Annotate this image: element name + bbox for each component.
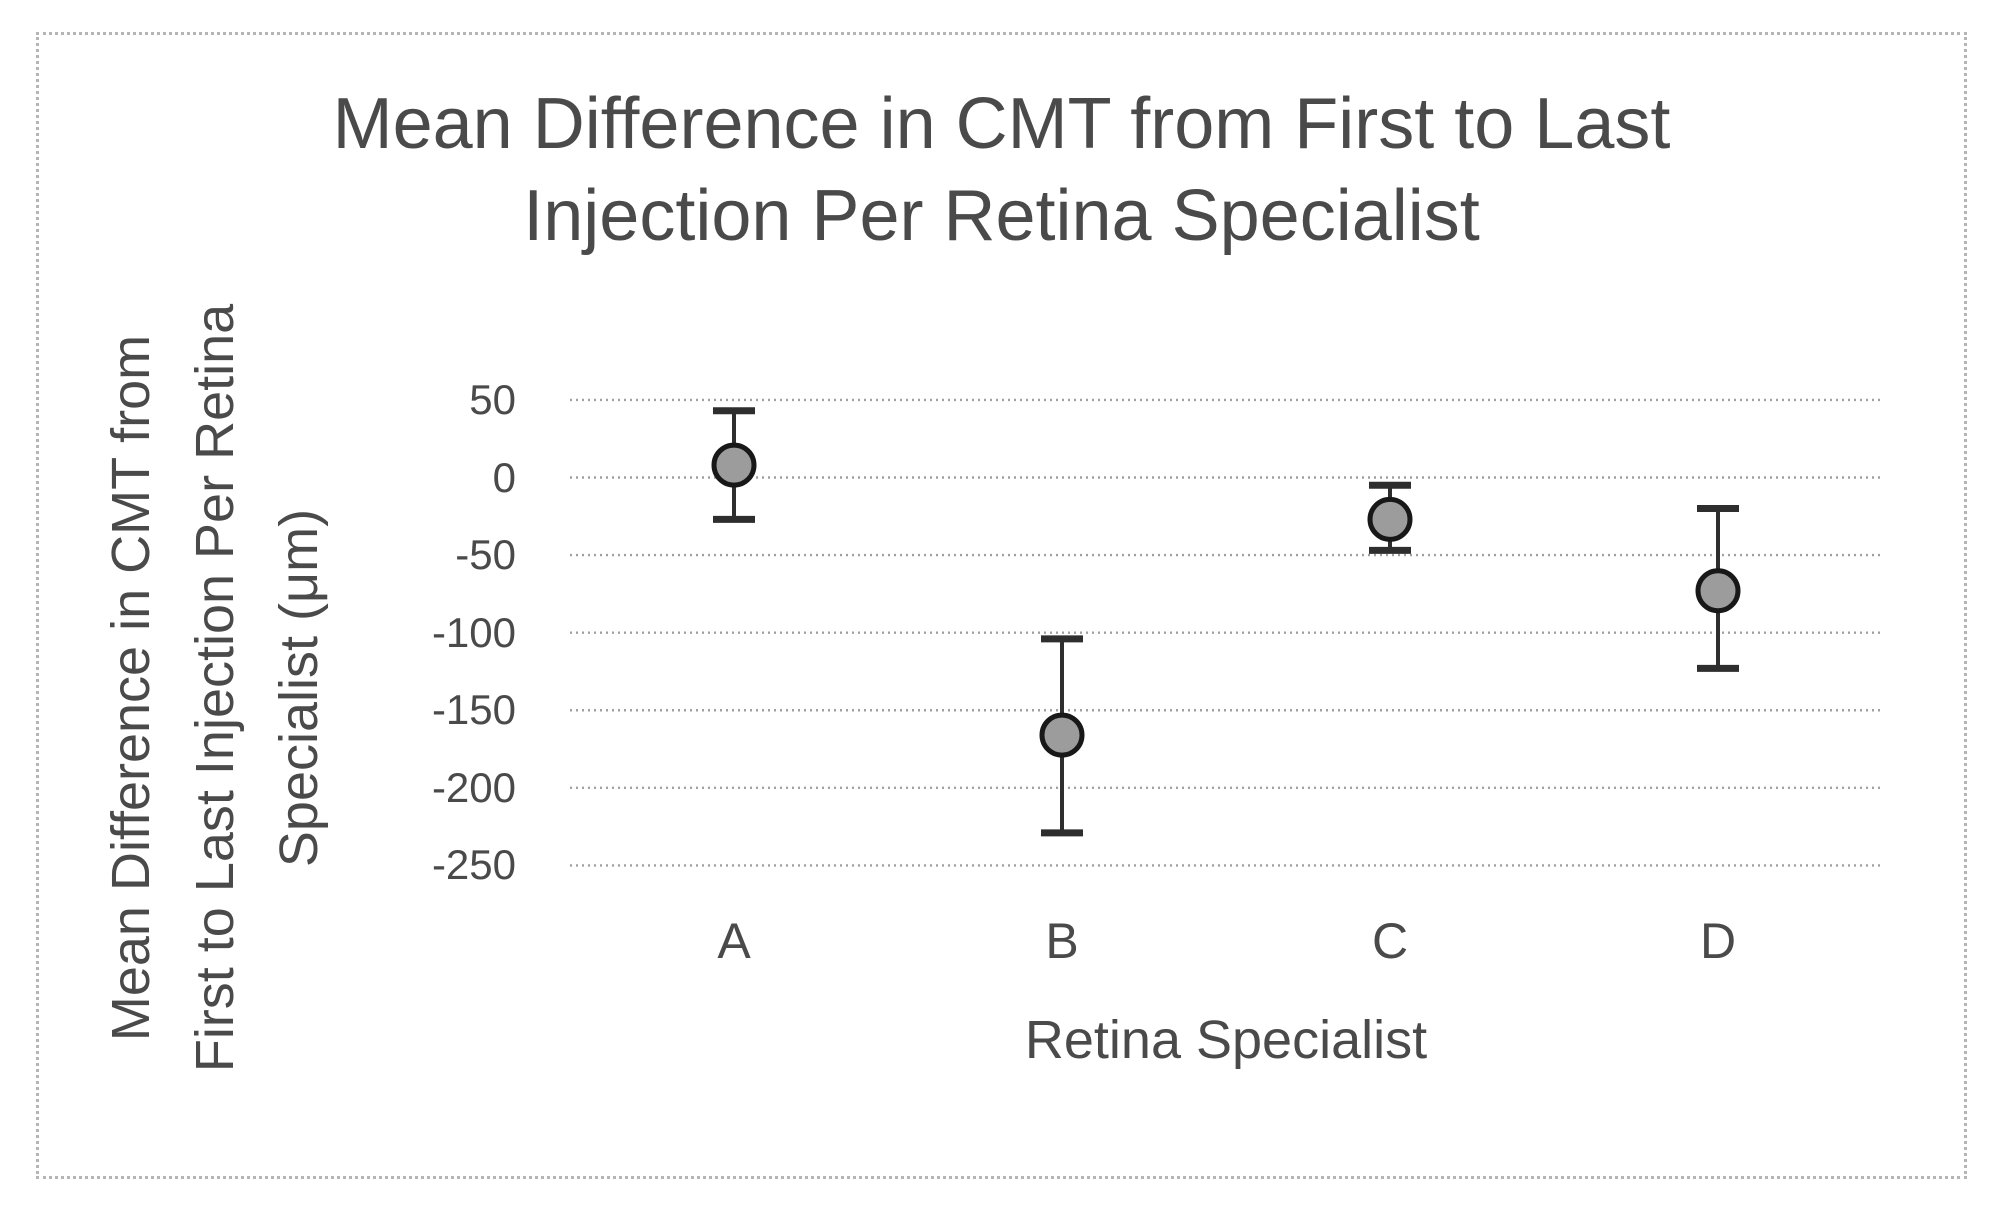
data-point-A — [711, 442, 757, 488]
x-axis-title: Retina Specialist — [1024, 1010, 1428, 1070]
y-tick-label: 50 — [469, 375, 516, 423]
x-tick-label-C: C — [1371, 913, 1409, 969]
x-tick-label-A: A — [717, 913, 751, 969]
chart-title: Mean Difference in CMT from First to Las… — [0, 78, 2003, 262]
y-tick-label: -250 — [431, 841, 516, 889]
y-tick-label: -50 — [455, 531, 516, 579]
y-tick-label: -200 — [431, 763, 516, 811]
data-point-B — [1039, 712, 1085, 758]
x-tick-label-D: D — [1699, 913, 1737, 969]
y-tick-label: -100 — [431, 608, 516, 656]
y-tick-label: 0 — [492, 453, 516, 501]
x-tick-label-B: B — [1045, 913, 1079, 969]
figure-border — [36, 32, 1967, 1179]
y-tick-label: -150 — [431, 686, 516, 734]
data-point-C — [1367, 496, 1413, 542]
chart-title-line2: Injection Per Retina Specialist — [523, 176, 1480, 256]
chart-title-line1: Mean Difference in CMT from First to Las… — [332, 84, 1671, 164]
data-point-D — [1695, 568, 1741, 614]
